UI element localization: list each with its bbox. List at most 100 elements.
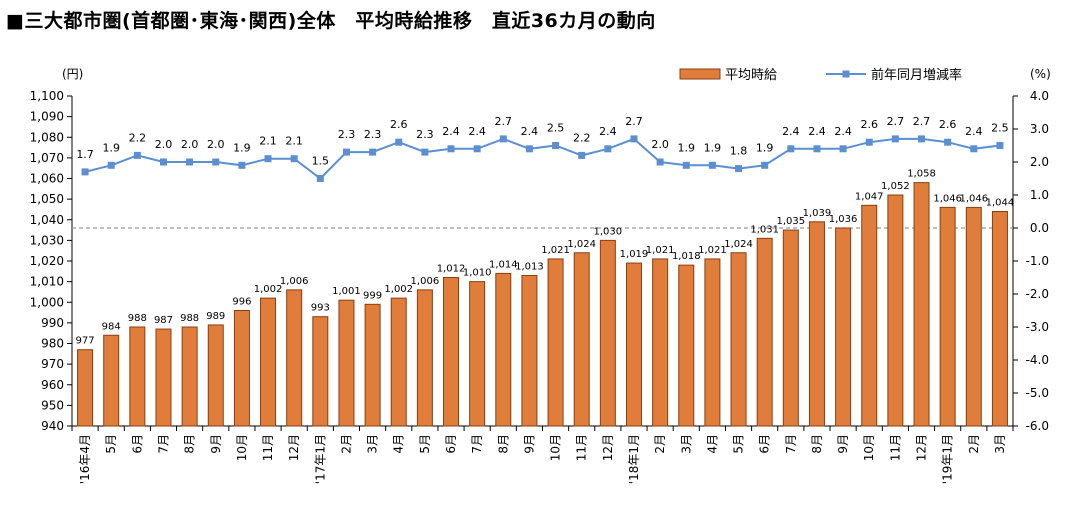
bar-data-label: 1,006	[280, 276, 309, 287]
y-left-tick-label: 1,050	[30, 192, 64, 206]
line-data-label: 1.9	[102, 141, 120, 154]
bar-data-label: 1,006	[411, 276, 440, 287]
x-tick-label: 8月	[810, 434, 824, 454]
line-point	[918, 135, 926, 143]
line-data-label: 2.7	[495, 115, 513, 128]
bar	[835, 227, 852, 427]
line-data-label: 2.6	[860, 118, 878, 131]
y-left-tick-label: 1,060	[30, 172, 64, 186]
bar	[730, 252, 747, 427]
line-point	[630, 135, 638, 143]
line-point	[316, 175, 324, 182]
bar	[103, 334, 120, 427]
x-tick-label: 7月	[470, 434, 484, 454]
y-left-tick-label: 990	[41, 316, 64, 330]
line-point	[735, 165, 743, 173]
line-data-label: 2.3	[338, 128, 356, 141]
x-tick-label: 11月	[888, 434, 902, 461]
legend-line-label: 前年同月増減率	[871, 67, 962, 83]
bar-data-label: 988	[128, 313, 147, 324]
bar-data-label: 1,002	[384, 284, 413, 295]
y-left-tick-label: 1,040	[30, 213, 64, 227]
line-point	[865, 138, 873, 146]
line-point	[761, 161, 769, 169]
bar	[991, 211, 1008, 427]
y-left-unit: (円)	[62, 67, 83, 81]
line-data-label: 2.4	[782, 125, 800, 138]
x-tick-label: 8月	[183, 434, 197, 454]
bar	[390, 297, 407, 427]
line-data-label: 2.7	[625, 115, 643, 128]
x-tick-label: 10月	[862, 434, 876, 461]
bar-data-label: 993	[311, 303, 330, 314]
line-data-label: 2.3	[416, 128, 434, 141]
y-right-tick-label: 0.0	[1030, 221, 1049, 235]
bar	[181, 326, 198, 427]
bar-data-label: 1,024	[724, 239, 753, 250]
line-data-label: 2.4	[834, 125, 852, 138]
line-data-label: 2.0	[651, 138, 669, 151]
bar-data-label: 1,046	[959, 193, 988, 204]
y-left-tick-label: 1,030	[30, 233, 64, 247]
bar-data-label: 1,014	[489, 259, 518, 270]
x-tick-label: 3月	[993, 434, 1007, 454]
bar-data-label: 1,021	[698, 245, 727, 256]
line-point	[473, 145, 481, 153]
bar	[207, 324, 224, 427]
bar-data-label: 1,047	[855, 191, 884, 202]
bar	[233, 310, 250, 427]
x-tick-label: 2月	[339, 434, 353, 454]
line-point	[342, 148, 350, 156]
bar-data-label: 1,001	[332, 286, 361, 297]
bar	[913, 182, 930, 427]
y-left-tick-label: 960	[41, 378, 64, 392]
bar	[364, 303, 381, 427]
bar-data-label: 1,021	[646, 245, 675, 256]
y-left-tick-label: 1,090	[30, 110, 64, 124]
bar	[704, 258, 721, 427]
line-point	[787, 145, 795, 153]
bar-data-label: 1,030	[594, 226, 623, 237]
bar-data-label: 1,012	[437, 264, 466, 275]
line-data-label: 2.3	[364, 128, 382, 141]
bar-data-label: 1,021	[541, 245, 570, 256]
bar	[416, 289, 433, 427]
y-left-tick-label: 970	[41, 357, 64, 371]
line-point	[81, 168, 89, 176]
line-point	[891, 135, 899, 143]
bar-data-label: 999	[363, 290, 382, 301]
line-data-label: 2.1	[285, 135, 303, 148]
bar	[573, 252, 590, 427]
bar	[678, 264, 695, 427]
x-tick-label: 12月	[915, 434, 929, 461]
bar	[129, 326, 146, 427]
bar-data-label: 987	[154, 315, 173, 326]
line-data-label: 2.4	[442, 125, 460, 138]
bar	[547, 258, 564, 427]
line-point	[238, 161, 246, 169]
line-point	[107, 161, 115, 169]
bar	[155, 328, 172, 427]
x-tick-label: 9月	[209, 434, 223, 454]
x-tick-label: '17年1月	[313, 434, 327, 484]
y-right-tick-label: -3.0	[1026, 320, 1049, 334]
line-point	[290, 155, 298, 163]
line-point	[264, 155, 272, 163]
x-tick-label: 2月	[967, 434, 981, 454]
bar-data-label: 1,052	[881, 181, 910, 192]
legend-bar-swatch	[679, 68, 721, 80]
line-data-label: 2.0	[181, 138, 199, 151]
chart-title: ■三大都市圏(首都圏･東海･関西)全体 平均時給推移 直近36カ月の動向	[6, 10, 656, 32]
bar-data-label: 1,046	[933, 193, 962, 204]
bar-data-label: 1,031	[750, 224, 779, 235]
line-point	[944, 138, 952, 146]
line-data-label: 1.9	[678, 141, 696, 154]
line-data-label: 2.4	[965, 125, 983, 138]
x-tick-label: 10月	[235, 434, 249, 461]
line-data-label: 1.8	[730, 145, 748, 158]
bar	[939, 206, 956, 427]
x-tick-label: 10月	[549, 434, 563, 461]
bar	[312, 316, 329, 427]
y-left-tick-label: 1,020	[30, 254, 64, 268]
line-data-label: 1.9	[233, 141, 251, 154]
